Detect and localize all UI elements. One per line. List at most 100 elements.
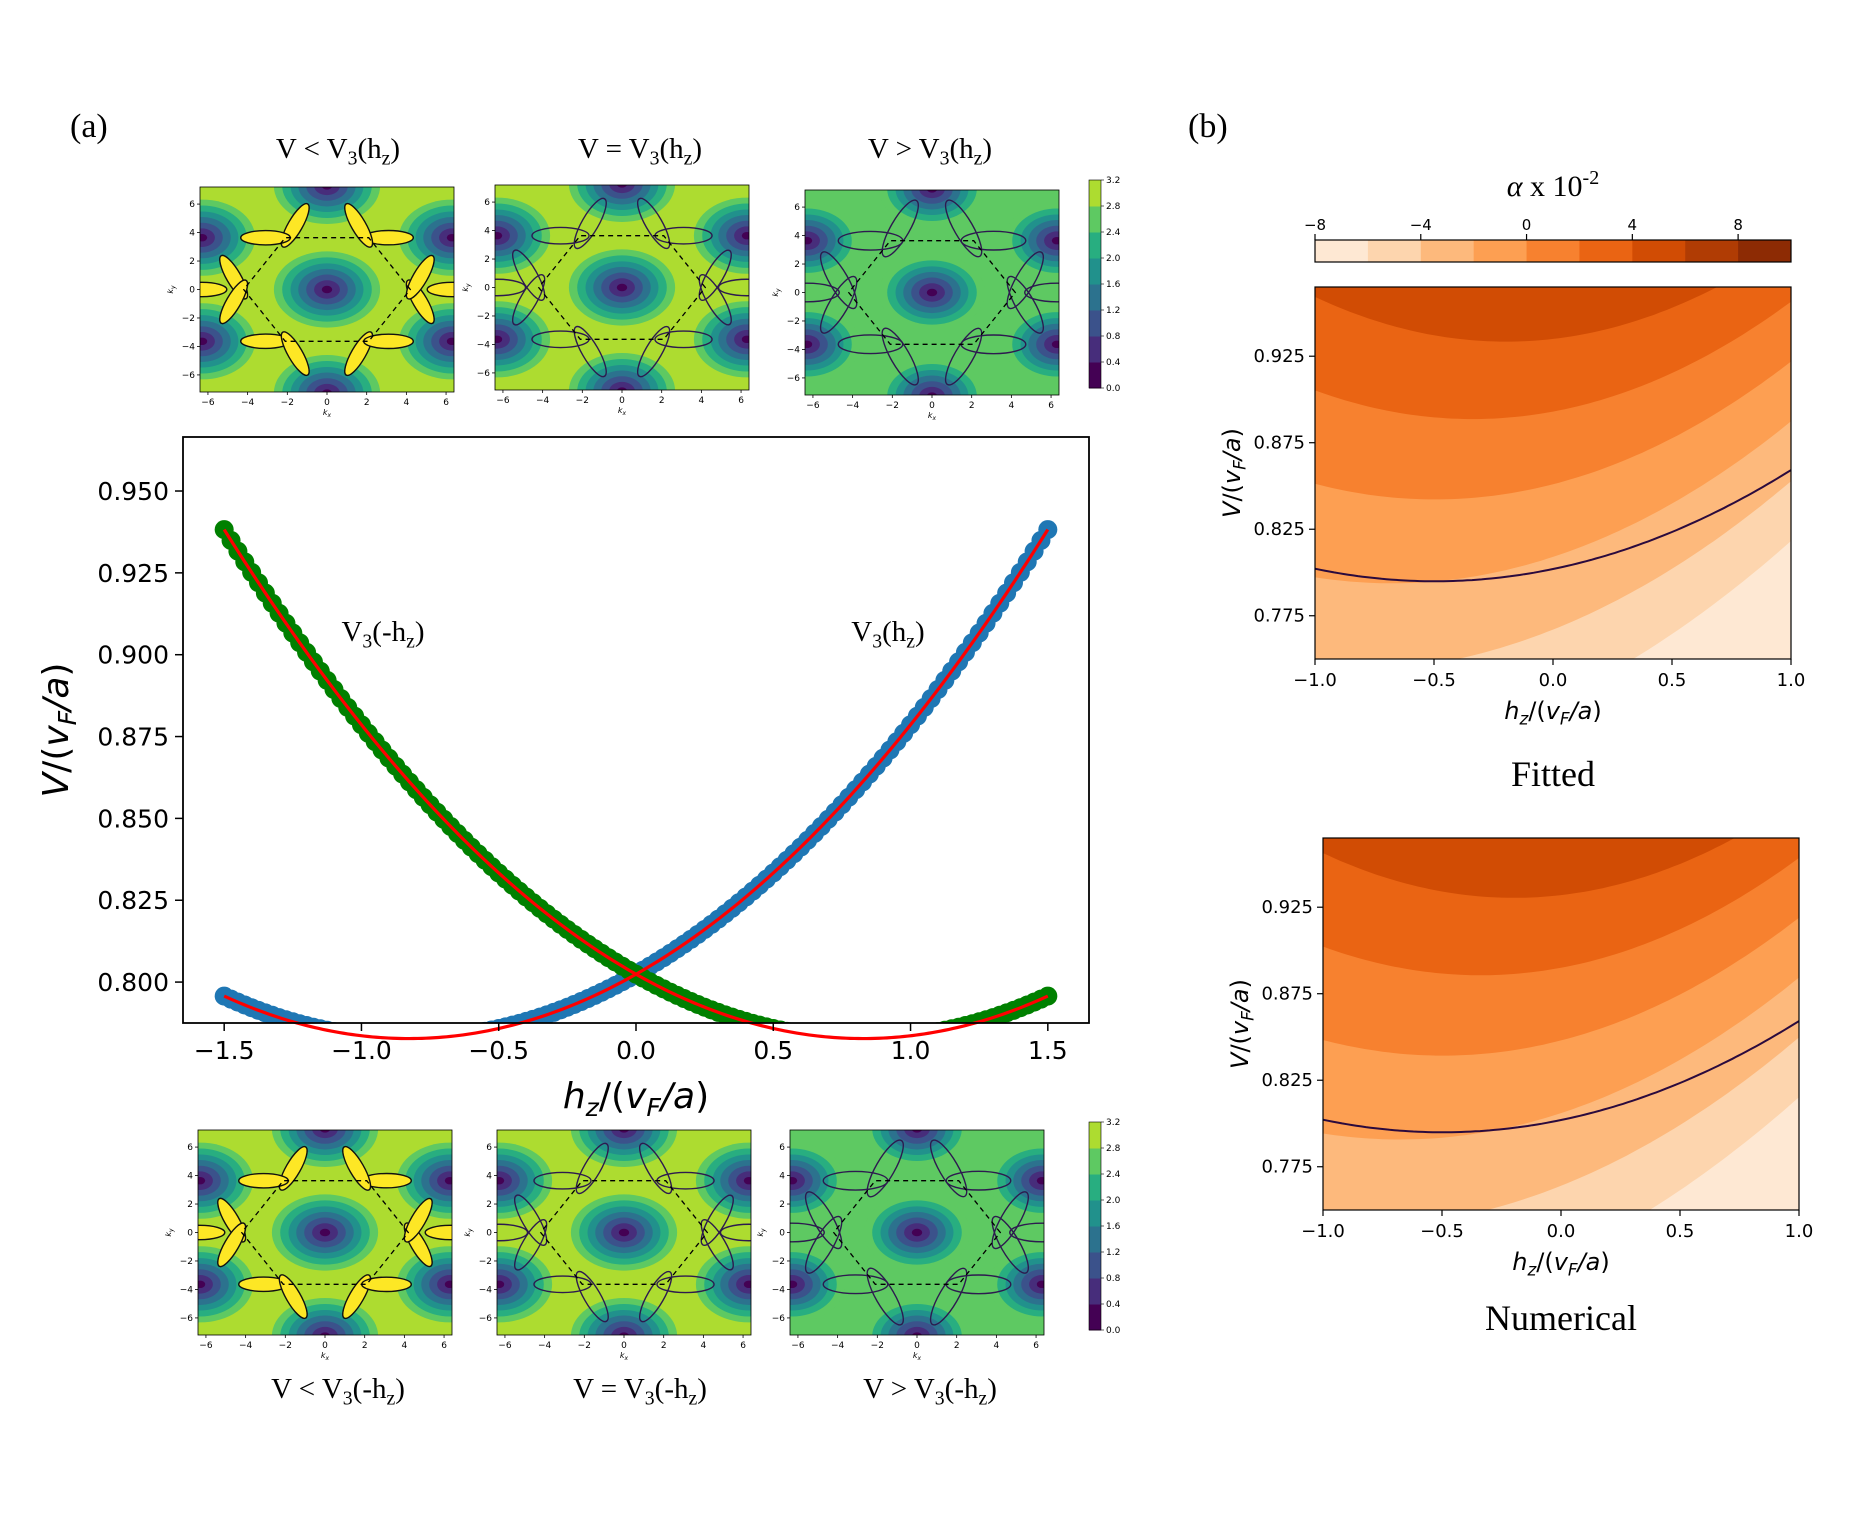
fermi-contour xyxy=(363,333,415,350)
map-x-axis-label: kx xyxy=(618,406,627,417)
alpha-colorbar-segment xyxy=(1367,240,1422,262)
map-colorbar-bottom: 0.0 0.4 0.8 1.2 1.6 2.0 2.4 2.8 3.2 xyxy=(1088,1118,1121,1336)
fermi-contour xyxy=(219,279,249,325)
y-tick-label: 0.850 xyxy=(97,804,169,833)
map-x-tick-label: 2 xyxy=(969,401,975,411)
energy-level xyxy=(805,335,820,354)
brillouin-zone-boundary xyxy=(240,1180,410,1285)
colorbar-segment xyxy=(1089,206,1101,233)
map-x-tick-label: 6 xyxy=(441,1341,447,1351)
colorbar-segment xyxy=(1089,336,1101,363)
map-x-tick-label: 6 xyxy=(1033,1341,1039,1351)
energy-level xyxy=(805,340,813,349)
energy-map-top-3: −6 −4 −2 0 2 4 6 −6 −4 −2 0 2 4 6 kx ky xyxy=(771,189,1060,422)
alpha-colorbar-segment xyxy=(1632,240,1686,262)
map-y-tick-label: −2 xyxy=(479,1257,492,1267)
map-y-tick-label: 0 xyxy=(187,1229,193,1239)
map-x-tick-label: 2 xyxy=(954,1341,960,1351)
map-title-bottom-1: V < V3(-hz) xyxy=(271,1373,405,1409)
map-x-tick-label: 0 xyxy=(322,1341,328,1351)
alpha-colorbar: −8 −4 0 4 8 α x 10-2 xyxy=(1304,167,1792,263)
energy-level xyxy=(497,1176,505,1185)
energy-level xyxy=(805,236,813,245)
map-x-axis-label: kx xyxy=(323,408,332,419)
fermi-contour xyxy=(654,330,713,349)
fermi-contour xyxy=(514,1194,548,1246)
map-y-axis-label: ky xyxy=(771,288,782,297)
fermi-contour xyxy=(1006,251,1044,310)
map-title-bottom-3: V > V3(-hz) xyxy=(863,1373,997,1409)
y-axis-label: V/(vF/a) xyxy=(1218,428,1249,518)
energy-level xyxy=(609,185,635,194)
map-title-bottom-2: V = V3(-hz) xyxy=(573,1373,707,1409)
series-v3-minus-hz xyxy=(214,520,1058,1023)
y-tick-label: 0.775 xyxy=(1253,606,1305,627)
x-tick-label: −1.0 xyxy=(1293,670,1337,691)
energy-level xyxy=(618,1228,630,1237)
fermi-contour xyxy=(1024,282,1059,303)
colorbar-tick-label: 1.6 xyxy=(1106,280,1121,290)
map-y-tick-label: 6 xyxy=(779,1143,785,1153)
energy-level xyxy=(912,1332,922,1335)
energy-map-bottom-1: −6 −4 −2 0 2 4 6 −6 −4 −2 0 2 4 6 kx ky xyxy=(164,1129,453,1362)
map-y-tick-label: 0 xyxy=(484,284,490,294)
energy-level xyxy=(1044,231,1059,250)
x-axis-label: hz/(vF/a) xyxy=(1504,697,1602,728)
energy-level xyxy=(912,1130,922,1133)
fermi-contour xyxy=(1006,275,1044,334)
fermi-contour xyxy=(573,325,607,378)
map-y-tick-label: 0 xyxy=(779,1229,785,1239)
colorbar-segment xyxy=(1089,1304,1101,1331)
fermi-contour xyxy=(198,1224,226,1241)
map-y-tick-label: −4 xyxy=(182,342,196,352)
map-y-tick-label: 6 xyxy=(794,203,800,213)
map-y-tick-label: 4 xyxy=(187,1172,193,1182)
map-y-tick-label: 4 xyxy=(794,232,800,242)
fermi-contour xyxy=(866,1139,904,1198)
contour-band xyxy=(1633,541,1791,659)
energy-level xyxy=(911,190,953,204)
map-x-tick-label: −4 xyxy=(846,401,860,411)
numerical-contour-plot: −1.0 −0.5 0.0 0.5 1.0 0.775 0.825 0.875 0.925 hz/… xyxy=(1226,837,1813,1338)
alpha-colorbar-frame xyxy=(1314,239,1792,263)
colorbar-tick-label: 1.2 xyxy=(1106,306,1120,316)
energy-level xyxy=(444,1280,452,1289)
map-x-tick-label: −6 xyxy=(496,396,510,406)
map-x-tick-label: −4 xyxy=(831,1341,845,1351)
x-tick-label: 1.0 xyxy=(1777,670,1806,691)
map-x-axis-label: kx xyxy=(913,1351,922,1362)
colorbar-tick-label: 0.8 xyxy=(1106,332,1121,342)
colorbar-tick-label: 2.8 xyxy=(1106,202,1121,212)
energy-level xyxy=(314,187,340,196)
map-y-tick-label: 2 xyxy=(779,1200,785,1210)
energy-level xyxy=(439,228,454,247)
energy-level xyxy=(790,1275,805,1294)
alpha-colorbar-segment xyxy=(1685,240,1739,262)
map-y-axis-label: ky xyxy=(463,1228,474,1237)
map-x-tick-label: 0 xyxy=(619,396,625,406)
fermi-contour xyxy=(495,278,527,297)
x-tick-label: 0.0 xyxy=(1539,670,1568,691)
energy-level xyxy=(200,337,208,346)
map-x-tick-label: −4 xyxy=(538,1341,552,1351)
zero-contour-line xyxy=(1323,1020,1799,1134)
energy-level xyxy=(927,392,937,395)
energy-level xyxy=(312,1326,338,1335)
colorbar-tick-label: 0.4 xyxy=(1106,358,1121,368)
main-line-chart: −1.5 −1.0 −0.5 0.0 0.5 1.0 1.5 0.800 0.825 0.850 0… xyxy=(36,436,1090,1122)
zero-contour-line xyxy=(1315,469,1791,583)
alpha-colorbar-tick-label: 0 xyxy=(1522,216,1532,234)
energy-level xyxy=(200,332,215,351)
colorbar-tick-label: 0.4 xyxy=(1106,1300,1121,1310)
map-title-top-1: V < V3(hz) xyxy=(276,133,400,169)
map-x-tick-label: 0 xyxy=(621,1341,627,1351)
energy-level xyxy=(495,330,510,349)
map-y-axis-label: ky xyxy=(166,285,177,294)
brillouin-zone-boundary xyxy=(847,240,1017,345)
map-x-tick-label: 0 xyxy=(914,1341,920,1351)
fermi-contour xyxy=(698,274,732,326)
map-x-tick-label: 4 xyxy=(701,1341,707,1351)
y-tick-label: 0.925 xyxy=(1253,346,1305,367)
alpha-colorbar-tick-label: −4 xyxy=(1410,216,1432,234)
